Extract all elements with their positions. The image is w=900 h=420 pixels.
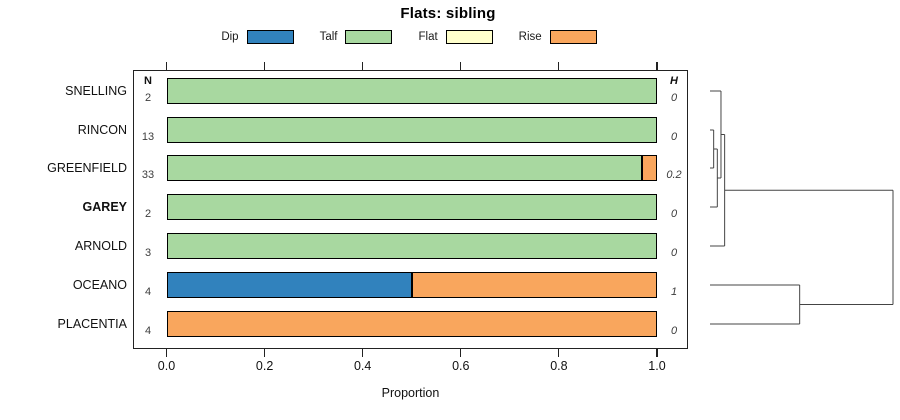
legend-swatch-rise: [549, 30, 597, 44]
x-tick: [558, 62, 560, 70]
category-label: SNELLING: [65, 84, 127, 98]
bar-segment: [166, 233, 657, 259]
n-value: 2: [144, 92, 152, 104]
category-label: GAREY: [82, 200, 127, 214]
legend-swatch-flat: [445, 30, 493, 44]
category-label: PLACENTIA: [57, 317, 127, 331]
legend-item: Flat: [418, 30, 493, 44]
bar-segment: [166, 311, 657, 337]
bar-segment: [642, 155, 657, 181]
legend-swatch-dip: [246, 30, 294, 44]
category-label: GREENFIELD: [47, 161, 127, 175]
h-value: 0: [670, 131, 678, 143]
legend-swatch-talf: [345, 30, 393, 44]
bar-segment: [166, 272, 412, 298]
legend-label: Flat: [418, 31, 438, 43]
h-value: 0.2: [666, 169, 682, 181]
h-column-header: H: [670, 75, 678, 87]
n-value: 4: [144, 286, 152, 298]
legend-item: Dip: [221, 30, 294, 44]
x-axis-title: Proportion: [381, 386, 440, 400]
n-value: 13: [141, 131, 155, 143]
legend-label: Rise: [518, 31, 542, 43]
x-tick-label: 0.0: [157, 359, 176, 373]
h-value: 0: [670, 325, 678, 337]
h-value: 1: [670, 286, 678, 298]
legend: Dip Talf Flat Rise: [0, 28, 818, 46]
x-tick: [362, 62, 364, 70]
h-value: 0: [670, 92, 678, 104]
x-tick: [460, 349, 462, 357]
legend-label: Dip: [221, 31, 239, 43]
x-tick: [362, 349, 364, 357]
category-label: OCEANO: [72, 278, 127, 292]
x-tick-label: 0.6: [452, 359, 470, 373]
bar-segment: [166, 78, 657, 104]
x-tick: [165, 349, 168, 357]
x-tick-label: 0.2: [255, 359, 274, 373]
bar-segment: [166, 155, 643, 181]
bar-segment: [166, 117, 657, 143]
bar-segment: [411, 272, 657, 298]
n-column-header: N: [144, 75, 152, 87]
bar-segment: [166, 194, 657, 220]
legend-item: Rise: [519, 30, 597, 44]
legend-label: Talf: [319, 31, 338, 43]
x-tick-label: 1.0: [648, 359, 666, 373]
x-tick: [264, 62, 266, 70]
x-tick: [558, 349, 560, 357]
category-label: ARNOLD: [74, 239, 127, 253]
x-tick: [460, 62, 462, 70]
x-tick: [656, 349, 658, 357]
n-value: 4: [144, 325, 152, 337]
chart-title: Flats: sibling: [400, 5, 496, 22]
n-value: 3: [144, 247, 152, 259]
h-value: 0: [670, 247, 678, 259]
x-tick-label: 0.4: [353, 359, 372, 373]
n-value: 2: [144, 208, 152, 220]
x-tick: [656, 62, 658, 70]
category-label: RINCON: [77, 123, 127, 137]
x-tick: [264, 349, 266, 357]
legend-item: Talf: [320, 30, 393, 44]
x-tick: [165, 62, 168, 70]
h-value: 0: [670, 208, 678, 220]
n-value: 33: [141, 169, 155, 181]
x-tick-label: 0.8: [550, 359, 568, 373]
